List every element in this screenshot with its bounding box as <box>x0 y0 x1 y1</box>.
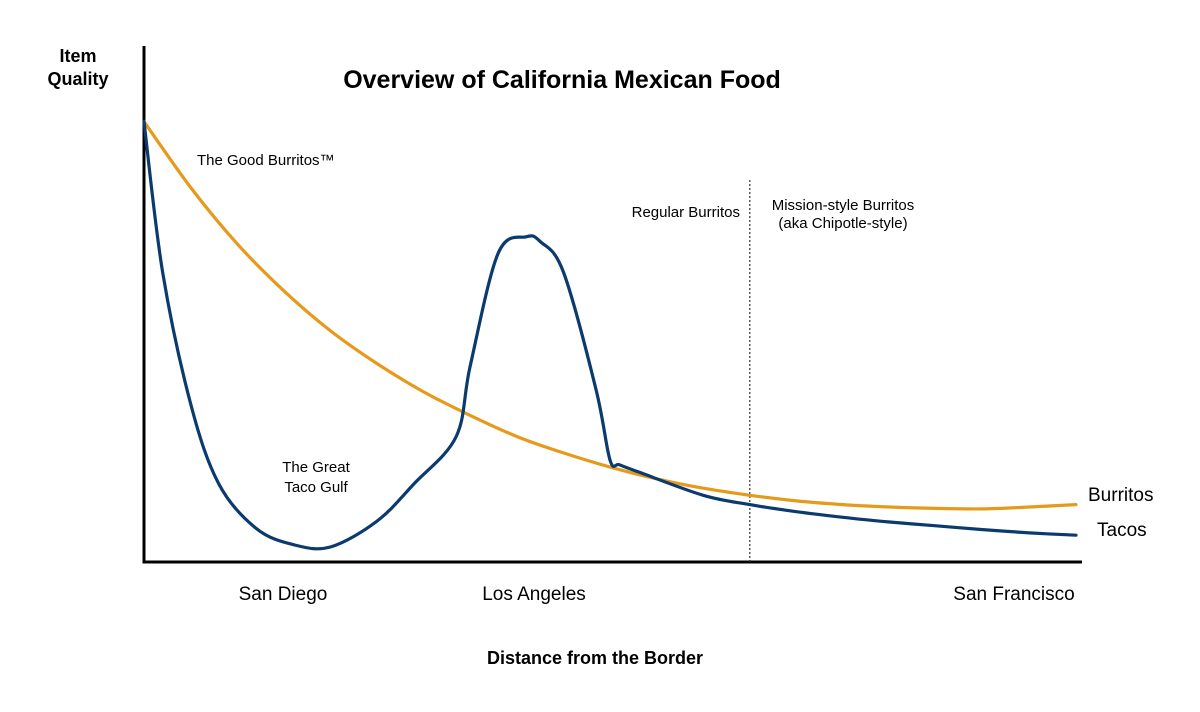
annotation-taco-gulf-line2: Taco Gulf <box>284 479 348 496</box>
chart-title: Overview of California Mexican Food <box>343 66 781 94</box>
y-axis-label-line2: Quality <box>47 69 108 89</box>
x-tick-label-los-angeles: Los Angeles <box>482 584 586 605</box>
annotation-mission-style-line2: (aka Chipotle-style) <box>778 215 907 232</box>
tacos-series-line <box>142 120 1078 551</box>
annotation-taco-gulf-line1: The Great <box>282 459 350 476</box>
tacos-legend-label: Tacos <box>1097 520 1147 541</box>
annotation-good-burritos: The Good Burritos™ <box>197 152 335 169</box>
annotation-mission-style-line1: Mission-style Burritos <box>772 197 915 214</box>
x-tick-label-san-francisco: San Francisco <box>953 584 1074 605</box>
x-tick-label-san-diego: San Diego <box>239 584 328 605</box>
y-axis-label-line1: Item <box>59 46 96 66</box>
annotation-regular-burritos: Regular Burritos <box>632 204 740 221</box>
x-axis-label: Distance from the Border <box>487 648 703 668</box>
burritos-legend-label: Burritos <box>1088 485 1153 506</box>
burritos-series-line <box>142 120 1078 511</box>
